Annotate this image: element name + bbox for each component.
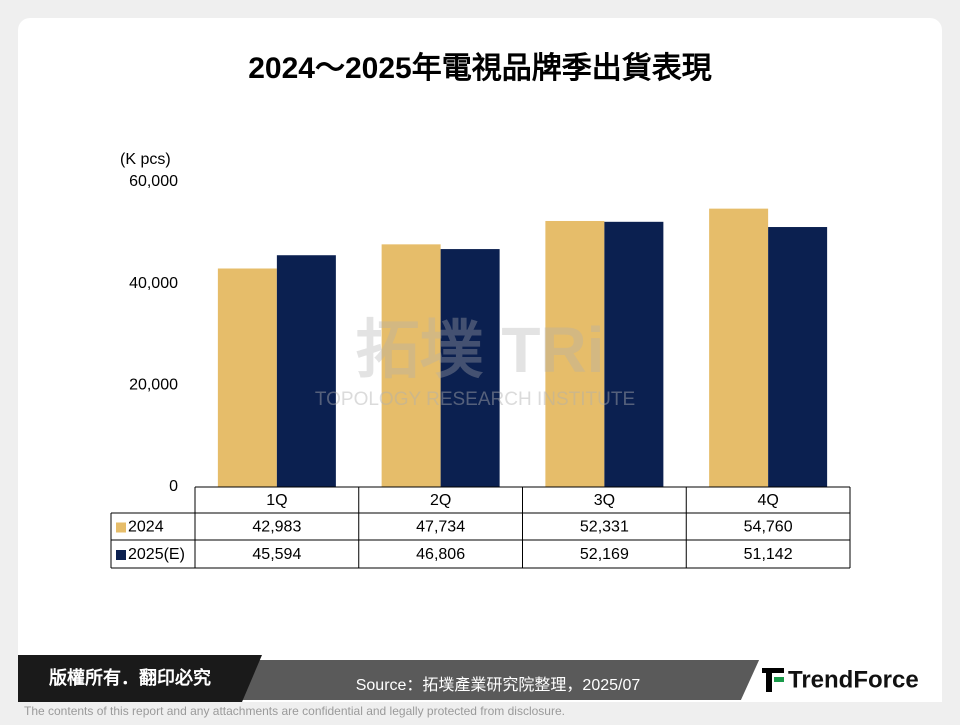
legend-label: 2025(E) bbox=[128, 546, 185, 563]
x-tick-label: 4Q bbox=[757, 492, 778, 509]
value-label: 45,594 bbox=[252, 546, 301, 563]
footer-logo-bg bbox=[740, 636, 942, 702]
value-label: 52,331 bbox=[580, 519, 629, 536]
brand-icon bbox=[762, 668, 784, 692]
brand: TrendForce bbox=[788, 666, 919, 693]
y-tick-label: 0 bbox=[169, 478, 178, 495]
bar bbox=[709, 208, 769, 488]
plot: 0 20,000 40,000 60,000 1Q 2Q 3Q 4Q 2024 42,983 47,… bbox=[110, 173, 851, 569]
bar bbox=[217, 268, 277, 487]
watermark-logo: 拓墣 TRi bbox=[356, 314, 605, 386]
y-tick-label: 40,000 bbox=[129, 275, 178, 292]
bar bbox=[604, 221, 664, 487]
source: Source：拓墣產業研究院整理，2025/07 bbox=[356, 676, 641, 694]
value-label: 47,734 bbox=[416, 519, 465, 536]
bar bbox=[381, 244, 441, 487]
value-label: 42,983 bbox=[252, 519, 301, 536]
value-label: 52,169 bbox=[580, 546, 629, 563]
x-tick-label: 1Q bbox=[266, 492, 287, 509]
chart-title: 2024～2025年電視品牌季出貨表現 bbox=[248, 51, 711, 85]
legend-swatch bbox=[116, 522, 126, 533]
watermark-text: TOPOLOGY RESEARCH INSTITUTE bbox=[315, 389, 635, 410]
legend-label: 2024 bbox=[128, 519, 164, 536]
bar bbox=[440, 249, 500, 487]
disclaimer: The contents of this report and any atta… bbox=[24, 704, 565, 718]
y-axis-unit: (K pcs) bbox=[120, 151, 171, 168]
rights: 版權所有．翻印必究 bbox=[49, 667, 211, 688]
x-tick-label: 3Q bbox=[594, 492, 615, 509]
y-tick-label: 60,000 bbox=[129, 173, 178, 190]
value-label: 54,760 bbox=[744, 519, 793, 536]
bar bbox=[768, 227, 828, 487]
value-label: 46,806 bbox=[416, 546, 465, 563]
bar bbox=[276, 255, 336, 487]
x-tick-label: 2Q bbox=[430, 492, 451, 509]
legend-swatch bbox=[116, 550, 126, 560]
bar bbox=[545, 220, 605, 488]
footer-left bbox=[18, 655, 262, 702]
y-tick-label: 20,000 bbox=[129, 377, 178, 394]
value-label: 51,142 bbox=[744, 546, 793, 563]
